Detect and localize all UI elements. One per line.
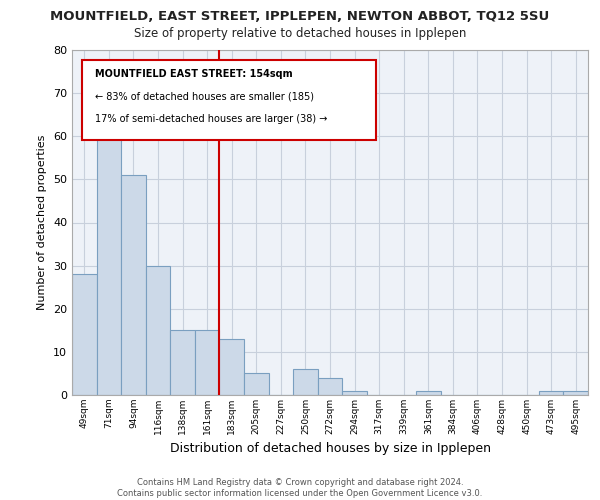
Y-axis label: Number of detached properties: Number of detached properties <box>37 135 47 310</box>
FancyBboxPatch shape <box>82 60 376 140</box>
Bar <box>563 390 588 395</box>
Bar <box>220 339 244 395</box>
Bar <box>539 390 563 395</box>
Bar <box>170 330 195 395</box>
Bar <box>293 369 318 395</box>
Text: Contains HM Land Registry data © Crown copyright and database right 2024.
Contai: Contains HM Land Registry data © Crown c… <box>118 478 482 498</box>
X-axis label: Distribution of detached houses by size in Ipplepen: Distribution of detached houses by size … <box>170 442 491 456</box>
Text: MOUNTFIELD, EAST STREET, IPPLEPEN, NEWTON ABBOT, TQ12 5SU: MOUNTFIELD, EAST STREET, IPPLEPEN, NEWTO… <box>50 10 550 23</box>
Bar <box>146 266 170 395</box>
Bar <box>72 274 97 395</box>
Text: ← 83% of detached houses are smaller (185): ← 83% of detached houses are smaller (18… <box>95 92 314 102</box>
Bar <box>416 390 440 395</box>
Bar <box>195 330 220 395</box>
Text: Size of property relative to detached houses in Ipplepen: Size of property relative to detached ho… <box>134 28 466 40</box>
Text: MOUNTFIELD EAST STREET: 154sqm: MOUNTFIELD EAST STREET: 154sqm <box>95 69 293 79</box>
Text: 17% of semi-detached houses are larger (38) →: 17% of semi-detached houses are larger (… <box>95 114 328 124</box>
Bar <box>121 175 146 395</box>
Bar <box>244 374 269 395</box>
Bar <box>342 390 367 395</box>
Bar <box>318 378 342 395</box>
Bar <box>97 106 121 395</box>
